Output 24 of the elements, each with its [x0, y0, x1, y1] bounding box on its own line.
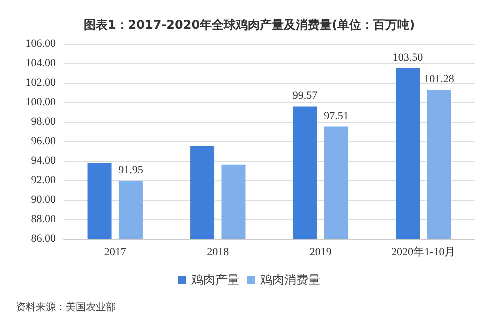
y-tick-label: 100.00: [26, 96, 56, 108]
text: 资料来源：美国农业部: [16, 302, 116, 314]
y-tick-label: 102.00: [26, 77, 56, 89]
y-tick-label: 94.00: [31, 155, 56, 167]
y-tick-label: 98.00: [31, 116, 56, 128]
data-label: 91.95: [118, 164, 144, 176]
chart-title: 图表1：2017-2020年全球鸡肉产量及消费量(单位：百万吨): [84, 18, 416, 32]
x-tick-label: 2018: [207, 246, 230, 258]
data-label: 97.51: [324, 110, 349, 122]
x-tick-label: 2019: [310, 246, 332, 258]
y-tick-label: 104.00: [26, 58, 56, 70]
data-label: 103.50: [392, 52, 424, 64]
y-tick-label: 96.00: [31, 136, 56, 148]
y-tick-label: 92.00: [31, 174, 56, 186]
x-tick-label: 2020年1-10月: [392, 246, 456, 258]
x-tick-label: 2017: [104, 246, 127, 258]
legend-label: 鸡肉消费量: [260, 273, 320, 287]
y-tick-label: 86.00: [31, 233, 56, 245]
y-tick-label: 88.00: [31, 214, 56, 226]
data-label: 101.28: [424, 74, 455, 86]
legend-label: 鸡肉产量: [190, 273, 240, 287]
y-tick-label: 106.00: [26, 38, 56, 50]
y-tick-label: 90.00: [31, 194, 56, 206]
data-label: 99.57: [292, 90, 318, 102]
